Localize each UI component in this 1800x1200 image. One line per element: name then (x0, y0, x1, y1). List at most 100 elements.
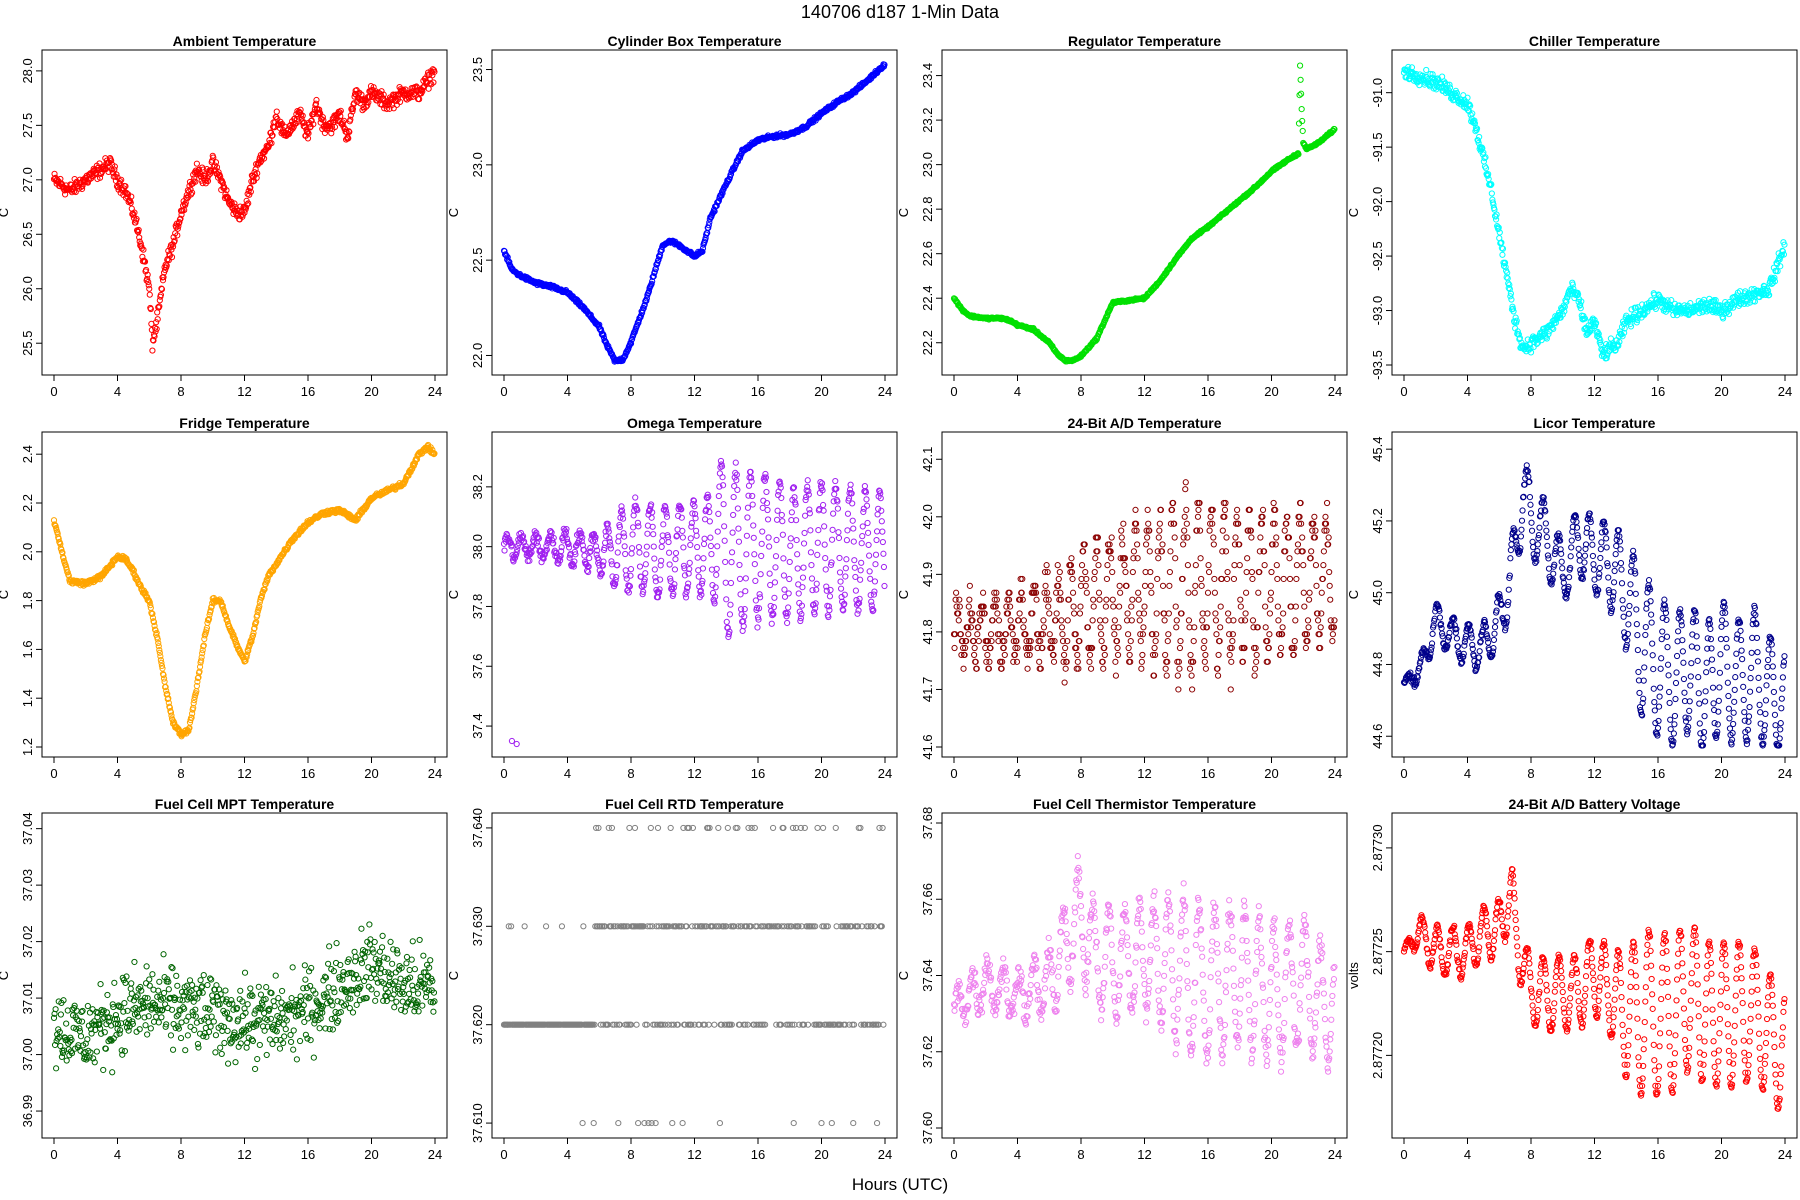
data-point (701, 535, 708, 542)
data-point (614, 549, 621, 556)
y-tick-label: 37.6 (470, 654, 485, 679)
data-point (1184, 534, 1191, 541)
data-point (1109, 568, 1116, 576)
data-point (192, 178, 199, 185)
data-point (1173, 617, 1180, 624)
data-point (971, 651, 978, 659)
data-point (730, 493, 737, 501)
data-point (149, 347, 156, 354)
data-point (767, 602, 774, 610)
data-point (1164, 638, 1171, 645)
data-point (72, 188, 79, 196)
data-point (736, 575, 744, 583)
data-point (146, 285, 153, 292)
data-point (956, 603, 963, 610)
data-point (628, 545, 636, 552)
data-point (171, 237, 178, 244)
data-point (174, 232, 181, 239)
y-tick-label: 41.8 (920, 619, 935, 644)
x-tick-label: 4 (564, 766, 571, 781)
data-point (835, 534, 843, 542)
data-point (1102, 617, 1109, 624)
data-point (1071, 610, 1078, 617)
data-point (735, 538, 743, 545)
data-point (686, 559, 693, 566)
data-point (224, 194, 232, 201)
data-point (648, 514, 655, 521)
data-point (1116, 603, 1123, 610)
data-point (773, 516, 781, 523)
data-point (837, 578, 844, 585)
y-tick-label: -93.0 (1370, 296, 1385, 326)
data-point (781, 586, 788, 593)
panel-title: Regulator Temperature (1068, 33, 1221, 49)
data-point (513, 740, 520, 748)
data-point (1188, 672, 1195, 679)
data-point (854, 610, 861, 617)
data-point (850, 525, 857, 532)
x-tick-label: 8 (1527, 384, 1534, 399)
data-point (621, 543, 628, 550)
data-point (1180, 541, 1187, 548)
data-point (1082, 568, 1089, 576)
data-point (200, 166, 207, 173)
x-tick-label: 16 (1651, 384, 1665, 399)
data-point (346, 128, 353, 136)
data-point (313, 96, 320, 104)
data-point (722, 579, 729, 586)
data-point (741, 606, 748, 613)
data-point (965, 631, 972, 638)
data-point (830, 510, 837, 517)
x-tick-label: 20 (364, 384, 378, 399)
data-point (1167, 548, 1174, 555)
x-tick-label: 12 (237, 384, 251, 399)
y-tick-label: 2.4 (20, 445, 35, 463)
figure-title: 140706 d187 1-Min Data (801, 2, 1000, 22)
data-point (122, 183, 129, 190)
data-point (779, 531, 786, 538)
data-point (808, 561, 815, 569)
x-tick-label: 16 (301, 384, 315, 399)
data-point (253, 174, 260, 181)
data-point (1050, 658, 1058, 665)
data-point (649, 523, 656, 530)
data-point (994, 610, 1001, 617)
data-point (984, 651, 991, 659)
x-tick-label: 16 (1201, 766, 1215, 781)
data-point (355, 90, 362, 97)
data-point (1096, 617, 1104, 624)
data-point (832, 477, 839, 485)
data-point (340, 117, 348, 124)
data-point (705, 503, 712, 510)
data-point (723, 596, 730, 603)
data-point (672, 549, 680, 557)
data-point (160, 274, 167, 281)
data-point (864, 519, 871, 527)
data-point (1097, 624, 1104, 631)
data-point (161, 678, 168, 685)
data-point (1133, 541, 1141, 548)
x-tick-label: 8 (177, 384, 184, 399)
data-point (1488, 190, 1495, 197)
data-point (396, 98, 404, 105)
data-point (1142, 541, 1150, 548)
data-point (1095, 589, 1103, 596)
data-point (127, 199, 134, 207)
y-tick-label: 1.6 (20, 640, 35, 658)
y-tick-label: 27.5 (20, 113, 35, 138)
data-point (1191, 589, 1198, 596)
x-tick-label: 24 (878, 384, 892, 399)
data-point (650, 543, 657, 550)
data-points (500, 61, 888, 365)
data-point (1074, 658, 1081, 665)
data-point (345, 135, 352, 142)
data-point (779, 518, 786, 525)
data-point (694, 554, 701, 561)
data-point (210, 154, 217, 161)
data-point (865, 541, 872, 549)
data-point (714, 528, 721, 535)
data-point (879, 528, 886, 535)
data-point (153, 319, 160, 326)
data-point (131, 209, 138, 216)
data-point (774, 507, 781, 514)
